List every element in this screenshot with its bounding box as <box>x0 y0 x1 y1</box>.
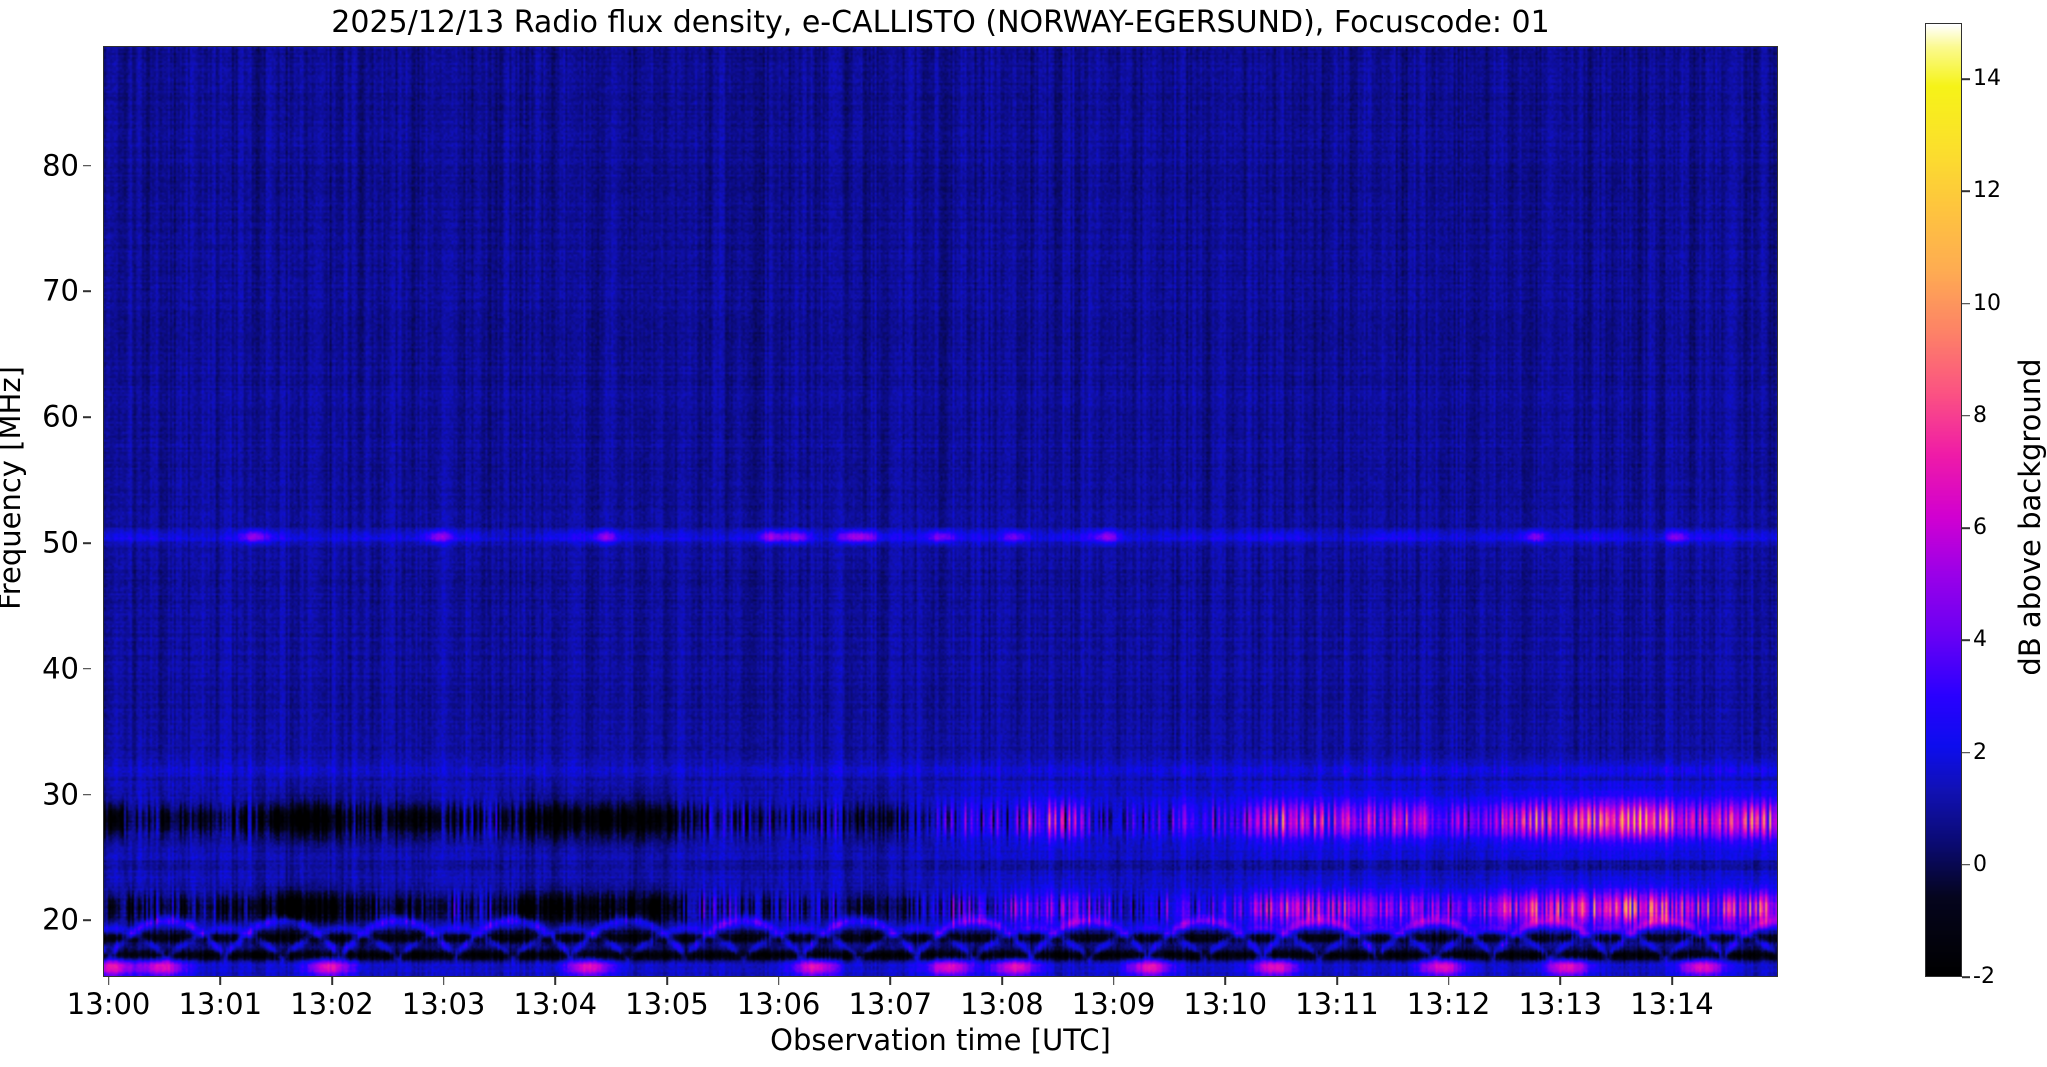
y-axis-title: Frequency [MHz] <box>0 366 27 610</box>
spectrogram-plot-area[interactable] <box>103 46 1778 977</box>
x-tick-mark <box>1224 977 1227 985</box>
x-tick-mark <box>554 977 557 985</box>
x-tick-mark <box>889 977 892 985</box>
x-tick-label: 13:02 <box>290 987 374 1021</box>
colorbar-tick-mark <box>1962 302 1970 305</box>
x-tick-mark <box>1671 977 1673 985</box>
x-tick-mark <box>1001 977 1003 985</box>
x-tick-label: 13:11 <box>1295 987 1379 1021</box>
y-axis-tick-labels: 80 70 60 50 40 30 20 <box>0 46 91 977</box>
x-tick-mark <box>1336 977 1338 985</box>
y-tick-label: 30 <box>42 777 79 812</box>
x-tick-label: 13:08 <box>960 987 1044 1021</box>
colorbar-tick-mark <box>1962 527 1970 529</box>
x-tick-label: 13:06 <box>736 987 821 1021</box>
colorbar-gradient <box>1926 24 1961 976</box>
y-tick-mark <box>83 290 91 293</box>
y-tick-label: 80 <box>42 148 79 183</box>
colorbar-tick-mark <box>1962 639 1970 642</box>
x-tick-label: 13:13 <box>1518 987 1603 1021</box>
x-tick-label: 13:07 <box>848 987 933 1021</box>
y-tick-mark <box>83 919 91 922</box>
x-axis-title: Observation time [UTC] <box>770 1023 1111 1057</box>
colorbar-title: dB above background <box>2013 358 2047 676</box>
y-tick-label: 20 <box>42 902 79 937</box>
x-tick-mark <box>777 977 780 985</box>
spectrogram-image <box>104 47 1777 976</box>
x-tick-label: 13:01 <box>178 987 263 1021</box>
colorbar[interactable] <box>1925 23 1962 977</box>
colorbar-tick-label: 4 <box>1973 627 1987 653</box>
colorbar-tick-mark <box>1962 863 1970 866</box>
x-tick-label: 13:04 <box>513 987 598 1021</box>
colorbar-tick-labels: -2 0 2 4 6 8 10 12 14 <box>1925 23 2045 988</box>
y-tick-mark <box>83 667 91 670</box>
y-tick-mark <box>83 793 91 796</box>
x-tick-label: 13:00 <box>66 987 151 1021</box>
colorbar-tick-mark <box>1962 190 1970 193</box>
y-tick-label: 60 <box>42 399 79 434</box>
colorbar-tick-mark <box>1962 415 1970 417</box>
x-tick-label: 13:03 <box>401 987 486 1021</box>
x-tick-mark <box>1559 977 1562 985</box>
colorbar-tick-label: 8 <box>1973 402 1987 428</box>
x-tick-mark <box>442 977 445 985</box>
y-tick-mark <box>83 416 91 418</box>
x-tick-label: 13:05 <box>625 987 709 1021</box>
x-tick-mark <box>107 977 110 985</box>
y-tick-label: 50 <box>42 525 79 560</box>
colorbar-tick-label: 14 <box>1973 66 2001 92</box>
colorbar-tick-label: 10 <box>1973 290 2001 316</box>
x-tick-mark <box>331 977 333 985</box>
colorbar-tick-mark <box>1962 976 1970 978</box>
x-tick-label: 13:12 <box>1406 987 1491 1021</box>
x-tick-mark <box>1447 977 1450 985</box>
x-tick-mark <box>666 977 668 985</box>
x-tick-mark <box>219 977 222 985</box>
colorbar-tick-label: 0 <box>1973 851 1987 877</box>
colorbar-tick-label: 2 <box>1973 739 1987 765</box>
colorbar-tick-label: -2 <box>1973 964 1995 989</box>
x-tick-label: 13:10 <box>1183 987 1268 1021</box>
colorbar-tick-mark <box>1962 751 1970 754</box>
y-tick-mark <box>83 542 91 544</box>
y-tick-mark <box>83 164 91 167</box>
x-tick-mark <box>1112 977 1115 985</box>
x-tick-label: 13:14 <box>1630 987 1714 1021</box>
page-title: 2025/12/13 Radio flux density, e-CALLIST… <box>331 5 1550 40</box>
colorbar-tick-label: 12 <box>1973 178 2001 204</box>
colorbar-tick-label: 6 <box>1973 515 1987 541</box>
x-tick-label: 13:09 <box>1071 987 1156 1021</box>
y-tick-label: 70 <box>42 273 79 308</box>
colorbar-tick-mark <box>1962 78 1970 80</box>
x-axis-tick-labels: 13:00 13:01 13:02 13:03 13:04 13:05 13:06 13:07… <box>67 977 1778 1037</box>
y-tick-label: 40 <box>42 651 79 686</box>
